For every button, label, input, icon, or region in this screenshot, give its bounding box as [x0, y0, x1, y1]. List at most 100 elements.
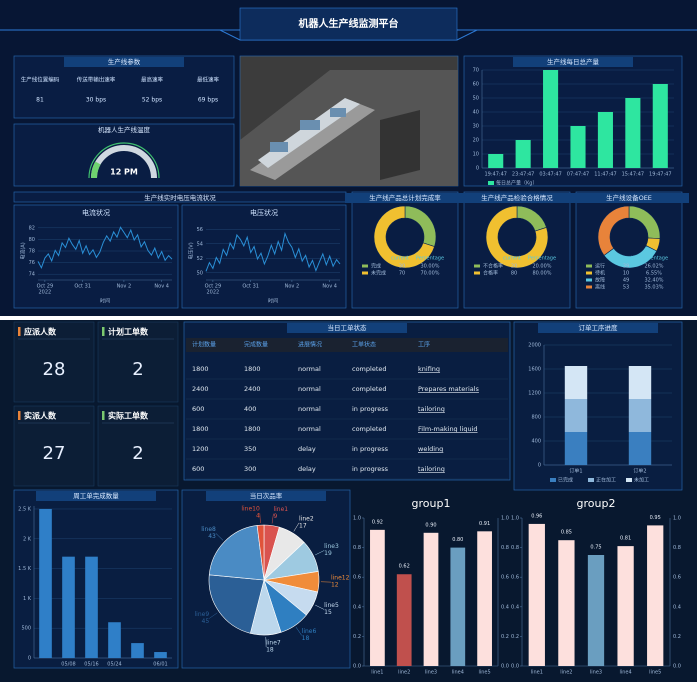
y-tick-label: 0.4: [353, 604, 361, 610]
chart-title: 电压状况: [250, 208, 278, 217]
table-cell: completed: [352, 425, 387, 433]
legend-swatch: [586, 278, 592, 282]
table-cell: tailoring: [418, 465, 445, 473]
x-tick-label: Oct 31: [74, 284, 91, 290]
bar: [488, 154, 504, 168]
pie-value-label: 15: [324, 609, 332, 616]
y-tick-label: 82: [29, 225, 35, 231]
x-tick-label: line5: [478, 670, 490, 676]
legend-swatch: [488, 181, 494, 185]
panel-header: [457, 193, 577, 203]
kpi-marker: [18, 411, 21, 420]
y-tick-label: 50: [197, 270, 203, 276]
y-tick-label-right: 0.2: [501, 634, 509, 640]
table-cell: knifing: [418, 365, 440, 373]
x-tick-label: 05/24: [107, 662, 121, 668]
bar: [154, 652, 167, 658]
legend-label: 离线: [595, 284, 605, 291]
legend-percent: 32.40%: [644, 278, 663, 284]
header-plate: [239, 7, 458, 41]
legend-percent: 70.00%: [420, 271, 439, 277]
legend-swatch: [586, 264, 592, 268]
legend-header: Percentage: [416, 256, 444, 262]
x-tick-label: line2: [398, 670, 410, 676]
legend-label: 故障: [595, 277, 605, 284]
pie-leader: [293, 522, 300, 532]
pie-value-label: 45: [202, 618, 210, 625]
kpi-card: [13, 405, 95, 487]
table-cell: normal: [298, 365, 321, 373]
y-tick-label-right: 0.6: [673, 575, 681, 581]
y-tick-label: 500: [21, 626, 31, 632]
panel: [181, 204, 347, 309]
legend-percent: 20.00%: [532, 264, 551, 270]
x-tick-label: 05/16: [84, 662, 98, 668]
legend-percent: 6.55%: [646, 271, 662, 277]
y-tick-label: 1.5 K: [18, 566, 32, 572]
param-value: 52 bps: [142, 97, 162, 104]
bar-value-label: 0.90: [425, 522, 436, 528]
table-cell: 1800: [192, 365, 209, 373]
table-header-cell: 进展情况: [298, 341, 322, 349]
y-tick-label: 40: [473, 110, 479, 116]
y-tick-label: 30: [473, 124, 479, 130]
pie-category-label: line3: [324, 543, 339, 550]
pie-value-label: 19: [324, 550, 332, 557]
x-tick-label: Oct 31: [242, 284, 259, 290]
table-cell: normal: [298, 385, 321, 393]
x-tick-label: 06/01: [153, 662, 167, 668]
panel-title: 机器人生产线温度: [98, 125, 151, 134]
bar: [515, 140, 531, 168]
bar-segment: [564, 366, 588, 399]
bar: [597, 112, 613, 168]
table-cell: Film-making liquid: [418, 425, 478, 433]
y-tick-label: 2 K: [23, 536, 32, 542]
panel-title: 生产线每日总产量: [547, 57, 600, 66]
x-tick-label: 19:47:47: [484, 172, 506, 178]
bar-segment: [628, 399, 652, 432]
legend-value: 39: [623, 264, 629, 270]
table-cell: 300: [244, 465, 256, 473]
y-tick-label-right: 0.8: [501, 545, 509, 551]
y-tick-label-right: 0.4: [673, 604, 681, 610]
kpi-marker: [102, 411, 105, 420]
legend-header: Percentage: [528, 256, 556, 262]
bar: [570, 126, 586, 168]
pie-value-label: 18: [266, 646, 274, 653]
table-cell: completed: [352, 365, 387, 373]
x-tick-label: line2: [560, 670, 572, 676]
y-tick-label: 80: [29, 237, 35, 243]
panel-title: 周工单完成数量: [73, 491, 119, 500]
legend-label: 每日总产量（Kg）: [496, 180, 537, 187]
y-tick-label: 0.8: [353, 545, 361, 551]
bar: [617, 546, 634, 666]
bar: [85, 556, 98, 658]
panel-title: 生产线参数: [108, 57, 141, 66]
bar: [396, 574, 412, 666]
bar: [450, 547, 466, 666]
x-tick-label: line4: [619, 670, 631, 676]
y-tick-label-right: 0.0: [501, 664, 509, 670]
y-tick-label: 10: [473, 152, 479, 158]
param-label: 传送带输出速率: [77, 76, 116, 84]
y-tick-label: 1.0: [511, 516, 519, 522]
pie-category-label: line5: [324, 602, 339, 609]
legend-swatch: [362, 271, 368, 275]
bar: [528, 523, 545, 666]
pie-value-label: 43: [208, 533, 216, 540]
kpi-label: 计划工单数: [108, 327, 149, 337]
bar-segment: [628, 432, 652, 465]
chart-title: group2: [577, 497, 616, 510]
y-tick-label: 0: [28, 656, 31, 662]
table-header-cell: 完成数量: [244, 341, 268, 349]
panel-title: 生产线产品总计划完成率: [369, 193, 441, 202]
pie-leader: [215, 533, 224, 541]
kpi-value: 28: [43, 359, 66, 380]
table-cell: 1800: [244, 365, 261, 373]
bar: [477, 531, 492, 666]
y-tick-label: 20: [473, 138, 479, 144]
panel-header: [345, 193, 465, 203]
page-title: 机器人生产线监测平台: [299, 17, 399, 30]
legend-header: Percentage: [640, 256, 668, 262]
bar-value-label: 0.85: [561, 530, 572, 536]
